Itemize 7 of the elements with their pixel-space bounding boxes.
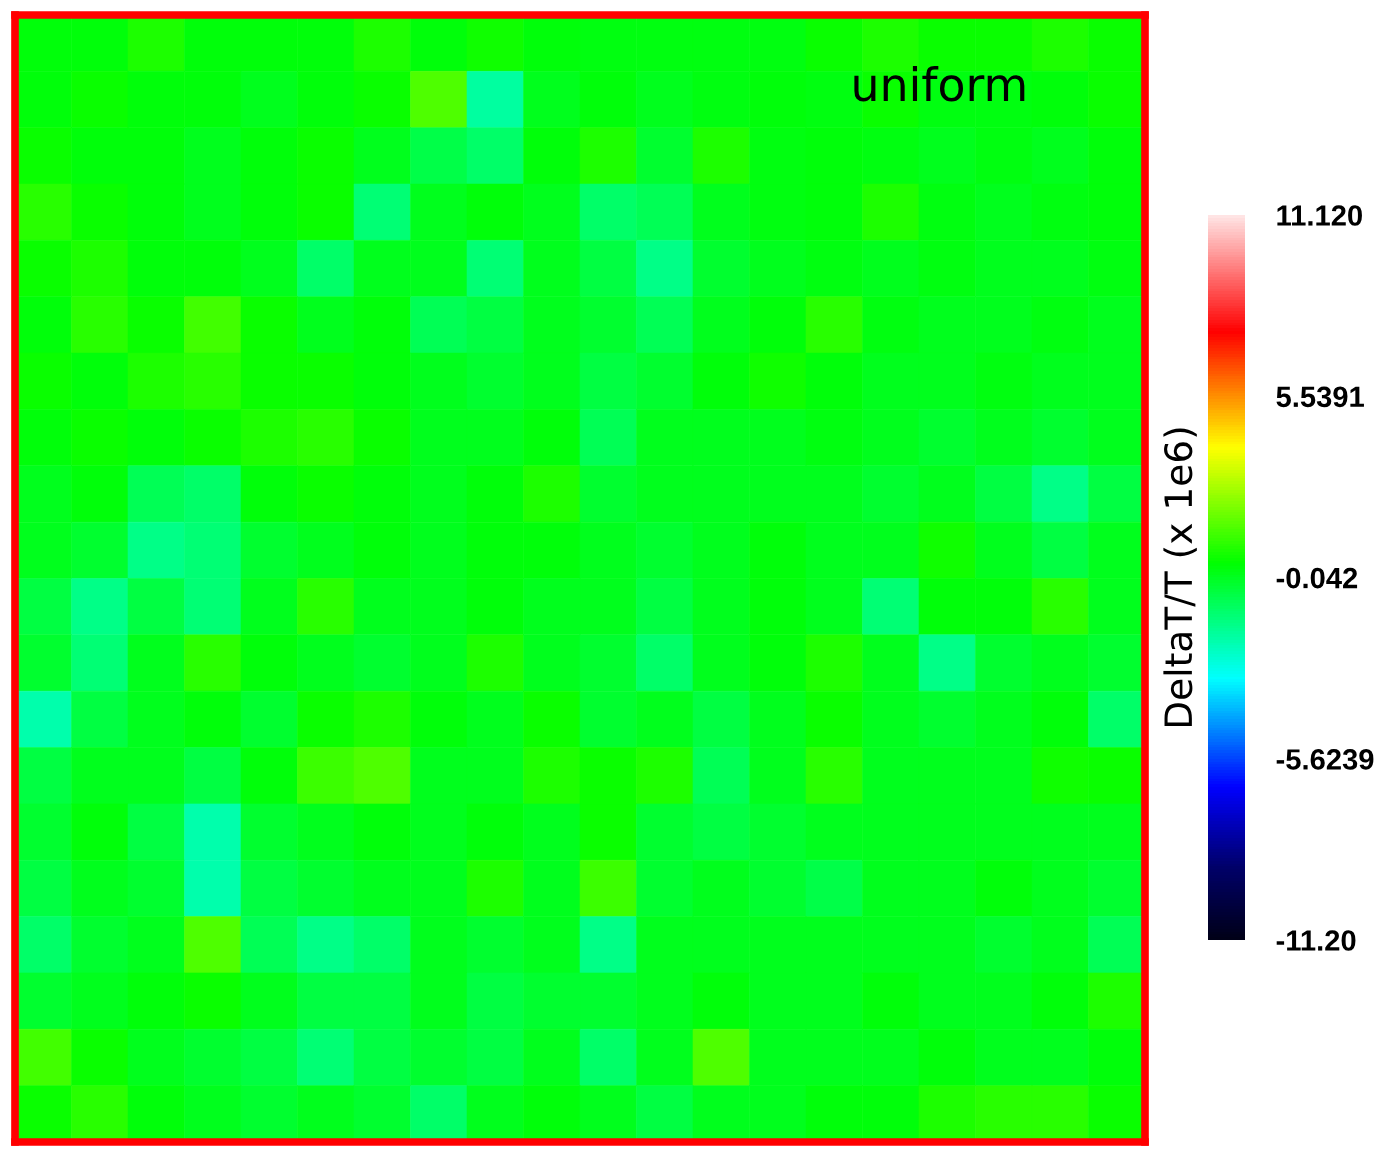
color-bar-label: 11.120 [1277,205,1362,226]
color-bar-label: -0.042 [1276,567,1358,589]
color-bar-label: 5.5391 [1276,386,1364,408]
color-bar-label: -11.20 [1276,930,1356,951]
color-bar-title: DeltaT/T (x 1e6) [1163,428,1197,727]
color-bar-label: -5.6239 [1276,749,1374,770]
text: uniform [854,66,1025,102]
